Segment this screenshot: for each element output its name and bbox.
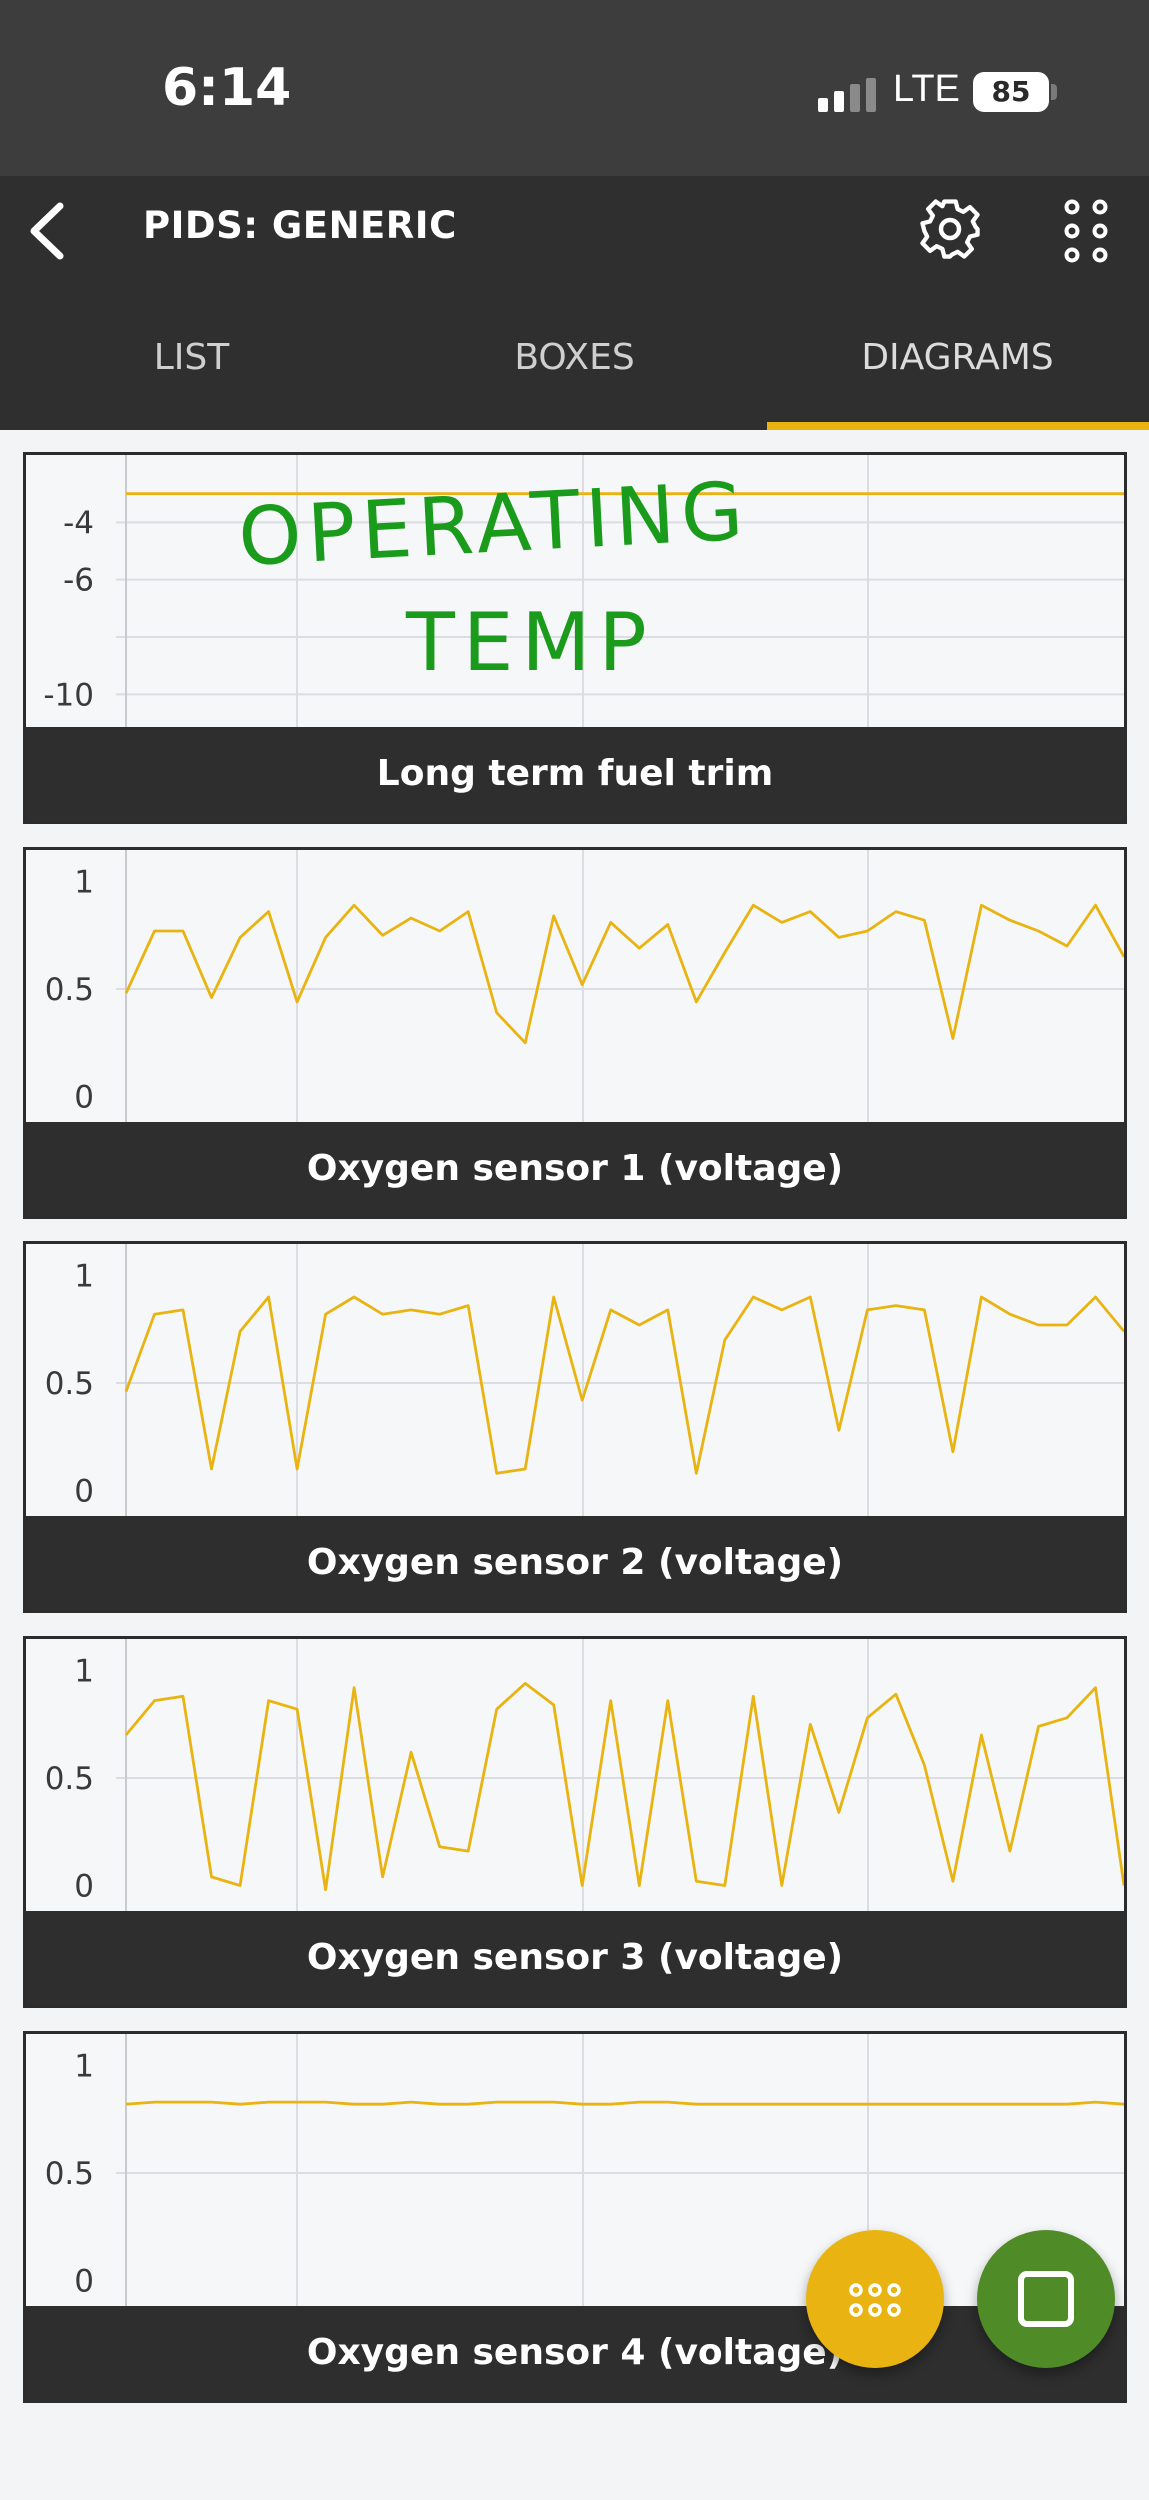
series-line: [125, 2100, 1124, 2106]
y-tick-label: -6: [63, 563, 94, 599]
chart-plot-area: 1 0.5 0: [26, 1244, 1124, 1516]
line-chart: 10.50: [45, 850, 1124, 1122]
y-tick-label: 1: [74, 1259, 94, 1295]
chart-plot-area: -4 -6 -10: [26, 455, 1124, 727]
battery-level: 85: [973, 72, 1049, 112]
chart-card-oxygen-sensor-3: 1 0.5 0 Oxygen sensor 3 (voltage): [23, 1636, 1127, 2008]
y-tick-label: 1: [74, 865, 94, 901]
app-bar: PIDS: GENERIC: [0, 176, 1149, 286]
line-chart: 10.50: [45, 1639, 1124, 1911]
chart-title: Oxygen sensor 2 (voltage): [306, 1542, 844, 1583]
y-tick-label: 0: [74, 1869, 94, 1905]
tab-diagrams[interactable]: DIAGRAMS: [861, 337, 1054, 378]
y-tick-label: 0.5: [45, 972, 94, 1008]
chart-card-oxygen-sensor-2: 1 0.5 0 Oxygen sensor 2 (voltage): [23, 1241, 1127, 1613]
y-tick-label: 0: [74, 1080, 94, 1116]
chart-card-long-term-fuel-trim: -4 -6 -10 Long term fuel trim: [23, 452, 1127, 824]
y-tick-label: 0: [74, 2264, 94, 2300]
chart-plot-area: 1 0.5 0: [26, 1639, 1124, 1911]
y-tick-label: 0.5: [45, 1761, 94, 1797]
tab-bar: LIST BOXES DIAGRAMS: [0, 286, 1149, 430]
annotation-line-2: TEMP: [405, 596, 655, 689]
series-line: [124, 1682, 1124, 1892]
chart-title: Long term fuel trim: [376, 753, 774, 794]
y-tick-label: -4: [63, 505, 94, 541]
tab-list[interactable]: LIST: [153, 337, 230, 378]
gear-icon[interactable]: [912, 191, 988, 267]
y-tick-label: -10: [43, 677, 94, 713]
dots-grid-icon[interactable]: [1058, 193, 1114, 269]
y-tick-label: 1: [74, 2049, 94, 2085]
y-tick-label: 1: [74, 1654, 94, 1690]
chart-card-oxygen-sensor-4: 1 0.5 0 Oxygen sensor 4 (voltage): [23, 2031, 1127, 2403]
square-fab-button[interactable]: [977, 2230, 1115, 2368]
status-bar: 6:14 LTE 85: [0, 0, 1149, 176]
back-arrow-icon[interactable]: [18, 198, 84, 264]
line-chart: 10.50: [45, 2034, 1124, 2306]
square-icon: [1018, 2271, 1074, 2327]
chart-title: Oxygen sensor 3 (voltage): [306, 1937, 844, 1978]
battery-tip: [1051, 84, 1057, 100]
chart-title: Oxygen sensor 4 (voltage): [306, 2332, 844, 2373]
chart-title: Oxygen sensor 1 (voltage): [306, 1148, 844, 1189]
y-tick-label: 0.5: [45, 2156, 94, 2192]
active-tab-indicator: [767, 422, 1149, 430]
chart-plot-area: 1 0.5 0: [26, 2034, 1124, 2306]
status-time: 6:14: [162, 58, 292, 118]
tab-boxes[interactable]: BOXES: [514, 337, 635, 378]
network-type: LTE: [893, 68, 960, 110]
annotation-line-1: OPERATING: [236, 480, 751, 584]
y-tick-label: 0.5: [45, 1366, 94, 1402]
chart-card-oxygen-sensor-1: 1 0.5 0 Oxygen sensor 1 (voltage): [23, 847, 1127, 1219]
chart-plot-area: 1 0.5 0: [26, 850, 1124, 1122]
series-line: [124, 903, 1124, 1045]
line-chart: 10.50: [45, 1244, 1124, 1516]
y-tick-label: 0: [74, 1474, 94, 1510]
handwritten-annotation: OPERATING TEMP: [236, 480, 751, 689]
series-line: [124, 1295, 1124, 1475]
page-title: PIDS: GENERIC: [143, 204, 457, 247]
grid-fab-button[interactable]: [806, 2230, 944, 2368]
line-chart: -4 -6 -10: [43, 455, 1124, 727]
dots-grid-icon: [849, 2283, 901, 2317]
cellular-signal-icon: [818, 78, 876, 112]
